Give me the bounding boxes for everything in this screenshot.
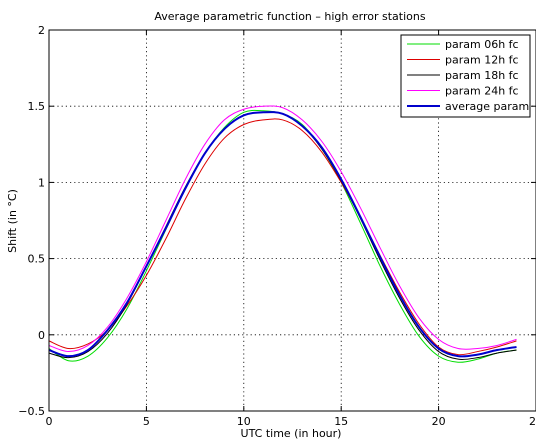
legend-label: param 18h fc: [445, 69, 519, 82]
x-tick-label: 10: [237, 415, 251, 428]
legend-label: param 12h fc: [445, 54, 519, 67]
x-tick-label: 25: [529, 415, 536, 428]
legend-box: [400, 34, 531, 118]
y-tick-label: 1.5: [28, 100, 46, 113]
series-line-1: [48, 118, 517, 356]
y-tick-label: 1: [38, 176, 45, 189]
x-tick-label: 15: [334, 415, 348, 428]
plot-area: [48, 105, 517, 363]
axis-ticks: 0510152025−0.500.511.52: [18, 24, 536, 428]
chart-title: Average parametric function – high error…: [154, 10, 425, 23]
y-tick-label: 2: [38, 24, 45, 37]
y-axis-label: Shift (in °C): [6, 189, 19, 253]
x-tick-label: 20: [432, 415, 446, 428]
x-tick-label: 0: [46, 415, 53, 428]
y-tick-label: −0.5: [18, 405, 45, 418]
series-line-4: [48, 111, 517, 358]
series-line-3: [48, 105, 517, 353]
x-axis-label: UTC time (in hour): [241, 427, 342, 440]
legend: param 06h fc param 12h fc param 18h fc para…: [400, 34, 531, 118]
legend-label: param 06h fc: [445, 38, 519, 51]
axes-frame: [48, 29, 536, 412]
legend-label: average param: [445, 100, 529, 113]
x-tick-label: 5: [143, 415, 150, 428]
y-tick-label: 0: [38, 329, 45, 342]
legend-label: param 24h fc: [445, 85, 519, 98]
y-tick-label: 0.5: [28, 253, 46, 266]
